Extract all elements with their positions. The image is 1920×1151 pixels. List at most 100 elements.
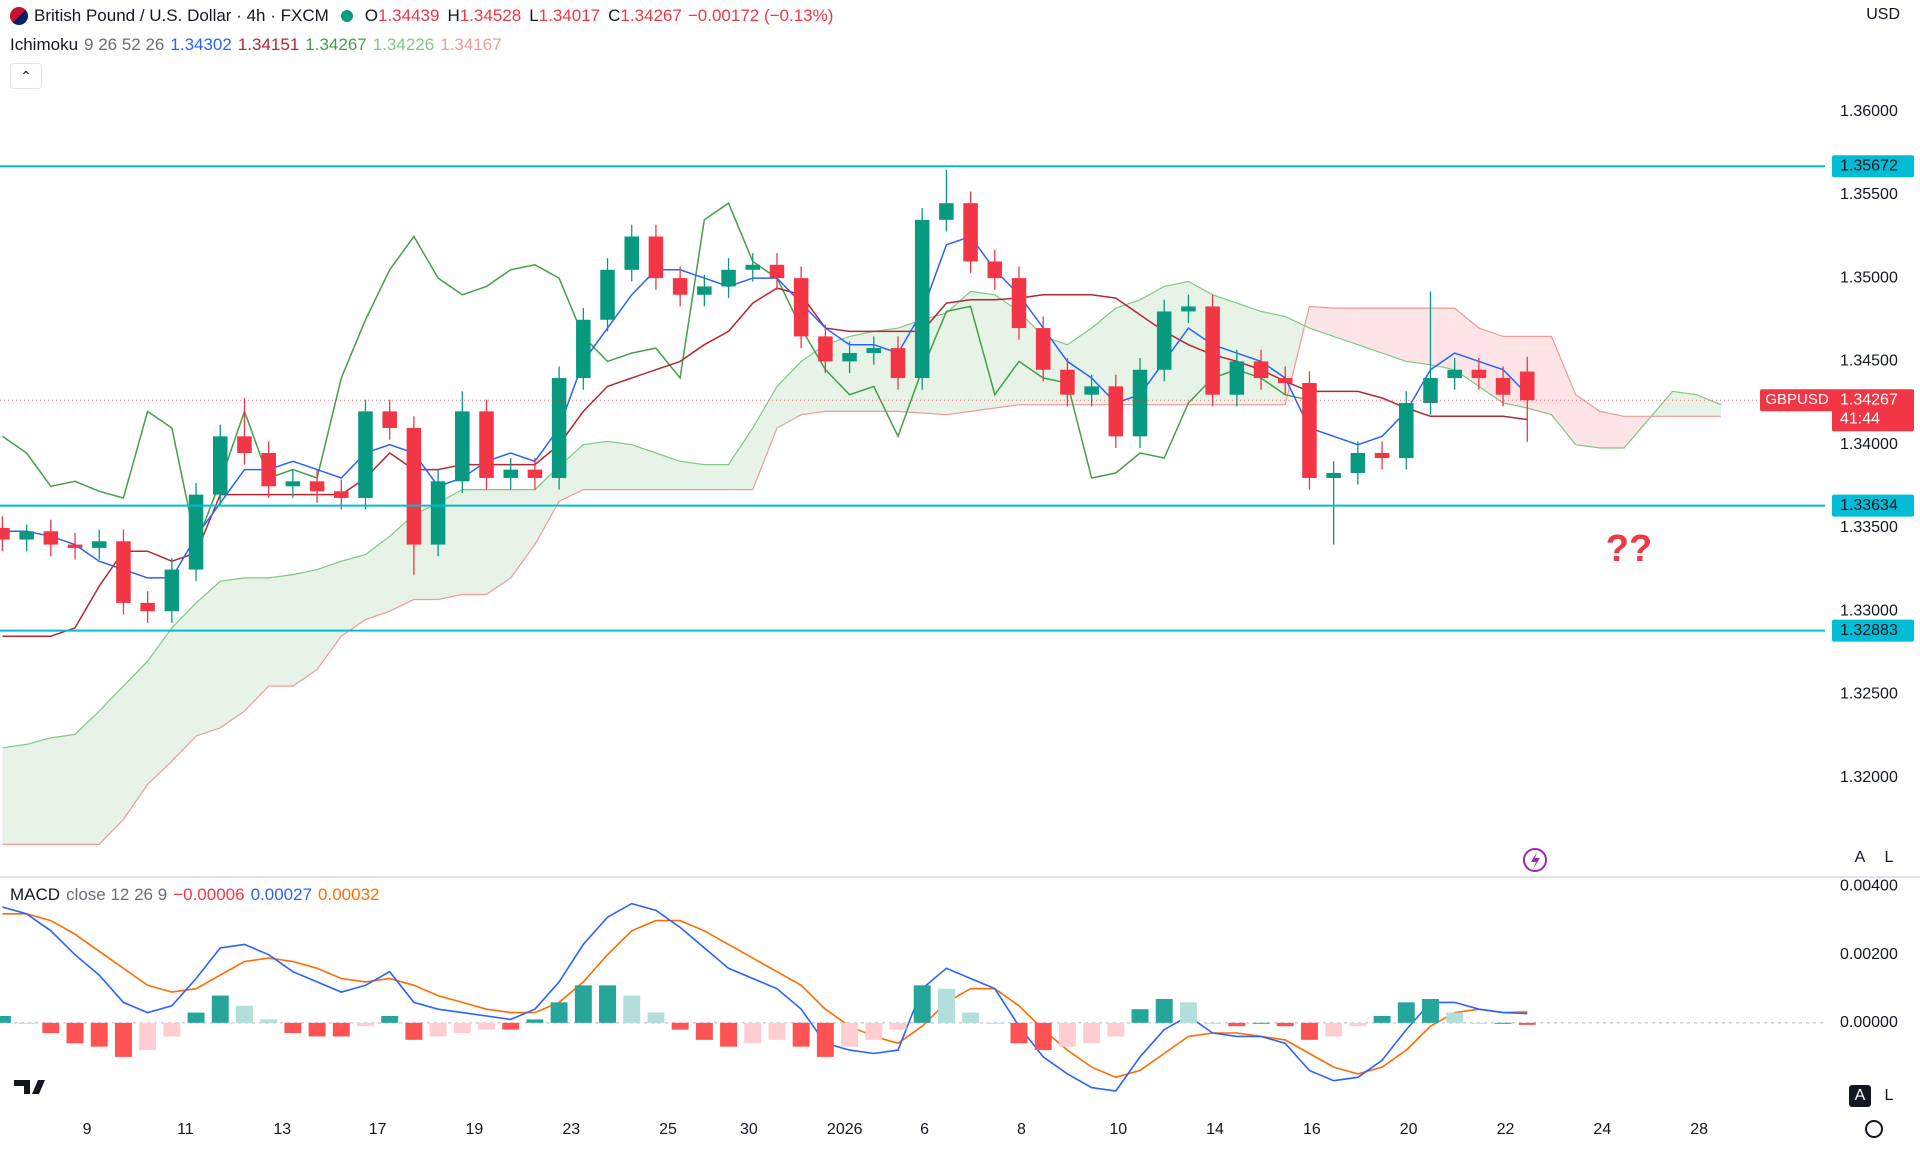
candle-body [1205,306,1220,395]
histogram-bar [623,995,641,1023]
candle-body [624,236,639,270]
candle-body [769,264,785,279]
ichimoku-cloud [50,734,76,845]
indicator-value: 1.34151 [237,35,300,54]
currency[interactable]: USD [1866,6,1900,23]
y-tick-label: 1.32500 [1840,686,1898,703]
y-tick-label: 0.00200 [1840,946,1898,963]
candle-body [479,411,494,478]
candle-body [43,531,59,545]
ichimoku-cloud [583,441,608,490]
y-tick-label: 1.33500 [1840,519,1898,536]
histogram-bar [478,1022,495,1030]
symbol-title[interactable]: British Pound / U.S. Dollar · 4h · FXCM [34,6,329,25]
last-price-bg [1832,389,1914,432]
candle-body [842,353,857,362]
macd-log-icon: L [1885,1087,1894,1104]
ichimoku-cloud [704,464,729,490]
collapse-button[interactable]: ⌃ [10,63,42,89]
level-label-bg [1832,619,1914,642]
histogram-bar [1131,1009,1149,1023]
ohlc-value: 1.34528 [459,6,522,25]
x-tick-label: 20 [1400,1121,1418,1138]
ichimoku-conversion [2,235,1528,579]
histogram-bar [1518,1022,1536,1025]
candle-body [866,348,882,354]
axis-layer: 1.32000 1.32500 1.33000 1.33500 1.34000 1.345… [83,103,1914,1138]
x-tick-label: 25 [659,1121,677,1138]
candle-body [67,544,83,548]
histogram-bar [163,1022,181,1037]
indicator-name[interactable]: MACD [10,885,61,904]
histogram-bar [526,1019,544,1023]
ohlc-value: 1.34267 [620,6,682,25]
ichimoku-cloud [1430,308,1455,370]
indicator-name[interactable]: Ichimoku [10,35,79,54]
histogram-bar [913,985,931,1023]
ichimoku-cloud [776,361,802,429]
candle-body [551,378,567,478]
alert-icon[interactable] [1523,848,1547,872]
x-tick-label: 17 [369,1121,387,1138]
histogram-bar [211,995,229,1023]
macd-auto-button[interactable]: A [1855,1087,1866,1104]
ohlc-values: O1.34439 H1.34528 L1.34017 C1.34267 [365,6,682,26]
x-tick-label: 8 [1017,1121,1026,1138]
candle-body [648,236,664,279]
ichimoku-cloud [1091,308,1116,405]
histogram-bar [260,1019,278,1023]
ichimoku-cloud [365,536,390,620]
candle-body [527,469,543,478]
histogram-bar [1204,1022,1222,1024]
x-tick-label: 11 [177,1121,194,1138]
histogram-bar [599,985,616,1023]
candle-body [285,481,301,487]
histogram-bar [792,1022,810,1047]
candle-body [116,541,131,603]
histogram-bar [18,1022,36,1024]
histogram-bar [1034,1022,1052,1051]
log-scale-button[interactable]: L [1885,849,1894,866]
histogram-bar [1300,1022,1318,1040]
candle-body [309,481,325,492]
candle-body [576,319,591,379]
y-tick-label: 1.34000 [1840,436,1898,453]
ichimoku-cloud [244,577,269,712]
level-label: 1.33634 [1840,497,1898,514]
x-tick-label: 30 [740,1121,758,1138]
last-price-label: 1.34267 [1840,391,1898,408]
candle-body [358,411,373,498]
x-tick-label: 28 [1690,1121,1708,1138]
x-tick-label: 2026 [827,1121,863,1138]
cloud-layer [0,281,1825,1024]
y-tick-label: 1.34500 [1840,353,1898,370]
ichimoku-cloud [1406,308,1431,365]
candle-body [1035,328,1051,370]
ohlc-label: H [447,6,460,25]
settings-icon[interactable] [1865,1120,1883,1138]
candle-body [1277,378,1293,384]
histogram-bar [768,1022,786,1040]
candle-body [1108,386,1124,437]
auto-scale-button[interactable]: A [1855,849,1866,866]
ichimoku-cloud [1672,391,1697,417]
macd-legend: MACD close 12 26 9 −0.00006 0.00027 0.0003… [10,885,380,905]
histogram-bar [937,988,955,1023]
ichimoku-cloud [75,711,100,845]
histogram-bar [381,1016,399,1023]
ichimoku-lead-b [2,305,1721,845]
histogram-bar [0,1016,11,1023]
histogram-bar [744,1022,762,1044]
ohlc-label: L [529,6,539,25]
flag-icon [10,7,28,25]
y-tick-label: 1.32000 [1840,769,1898,786]
ichimoku-cloud [655,452,681,490]
ichimoku-cloud [147,627,172,785]
histogram-bar [550,1002,568,1023]
ichimoku-cloud [1309,306,1334,337]
x-tick-label: 24 [1593,1121,1611,1138]
indicator-value: 1.34302 [170,35,232,54]
candle-body [745,264,761,270]
